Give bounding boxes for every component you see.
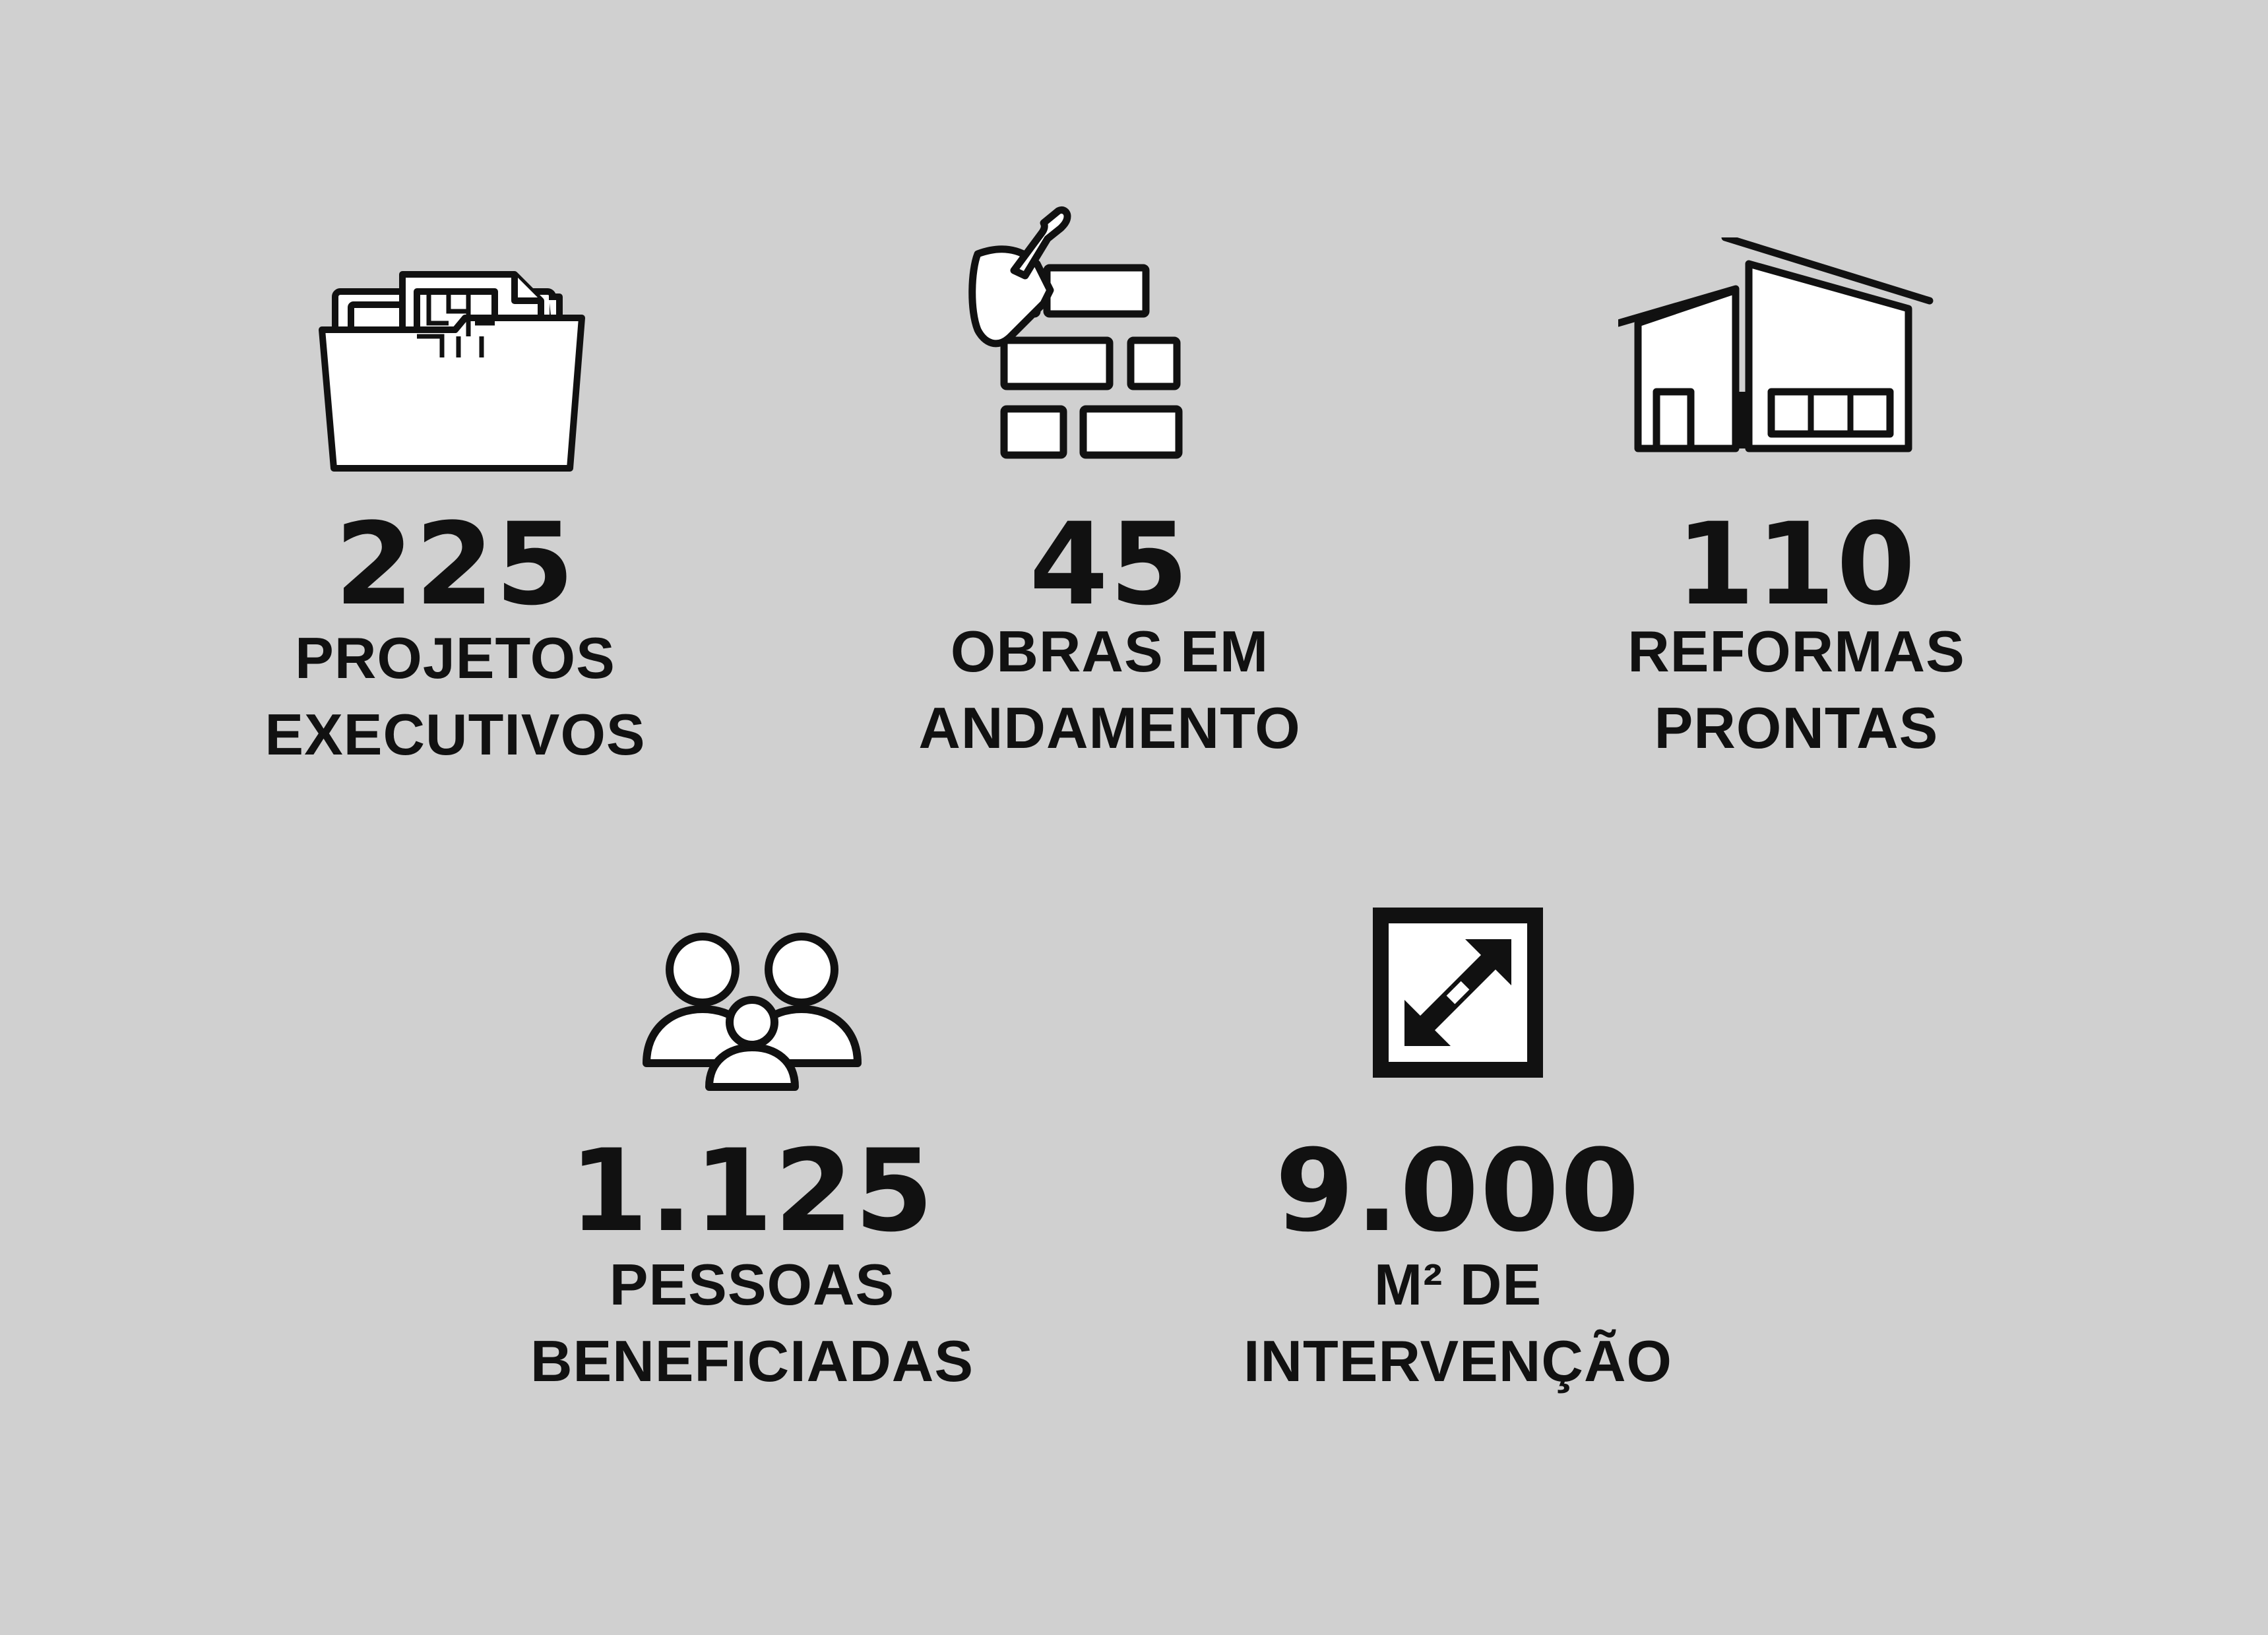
stat-label: REFORMAS PRONTAS [1499, 613, 2093, 766]
stat-label-line2: EXECUTIVOS [265, 702, 646, 767]
expand-area-icon [1369, 904, 1547, 1082]
stat-label: OBRAS EM ANDAMENTO [813, 613, 1406, 766]
bricks-trowel-icon [964, 191, 1242, 475]
stat-area-intervencao: 9.000 M² DE INTERVENÇÃO [1161, 908, 1755, 1438]
stat-pessoas-beneficiadas: 1.125 PESSOAS BENEFICIADAS [455, 910, 1049, 1438]
stat-label-line2: INTERVENÇÃO [1244, 1328, 1672, 1394]
stat-label-line1: PESSOAS [609, 1252, 895, 1317]
stat-number: 1.125 [569, 1125, 935, 1257]
stat-label-line2: BENEFICIADAS [530, 1328, 974, 1394]
stat-number: 225 [334, 498, 576, 631]
stat-number: 45 [1029, 498, 1190, 631]
stat-label-line1: PROJETOS [295, 625, 615, 691]
stat-label: M² DE INTERVENÇÃO [1161, 1247, 1755, 1400]
stat-obras-em-andamento: 45 OBRAS EM ANDAMENTO [813, 191, 1406, 785]
folder-blueprint-icon [317, 231, 594, 475]
house-icon [1618, 237, 1935, 462]
stat-label-line1: M² DE [1373, 1252, 1542, 1317]
stat-label-line1: OBRAS EM [950, 619, 1269, 684]
stat-label: PROJETOS EXECUTIVOS [158, 620, 752, 773]
stat-number: 9.000 [1275, 1125, 1641, 1257]
stat-label-line1: REFORMAS [1627, 619, 1965, 684]
stat-label-line2: ANDAMENTO [918, 695, 1301, 760]
stat-label: PESSOAS BENEFICIADAS [455, 1247, 1049, 1400]
stat-reformas-prontas: 110 REFORMAS PRONTAS [1499, 191, 2093, 785]
stat-label-line2: PRONTAS [1654, 695, 1939, 760]
people-group-icon [640, 923, 864, 1095]
stat-number: 110 [1676, 498, 1917, 631]
stat-projetos-executivos: 225 PROJETOS EXECUTIVOS [158, 191, 752, 785]
